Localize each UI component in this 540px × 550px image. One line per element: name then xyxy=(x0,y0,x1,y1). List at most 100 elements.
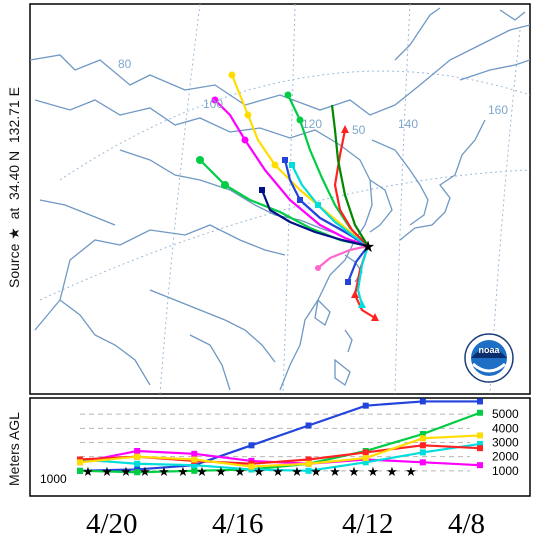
height-star-marker: ★ xyxy=(120,465,132,480)
trajectory-marker xyxy=(196,156,204,164)
trajectory-marker xyxy=(345,279,351,285)
trajectory-marker xyxy=(221,181,229,189)
height-series-line xyxy=(79,434,481,468)
height-series-point xyxy=(419,398,426,405)
date-label: 4/20 xyxy=(86,508,138,540)
height-series-line xyxy=(79,411,481,474)
trajectory-marker xyxy=(289,162,295,168)
source-star-icon: ★ xyxy=(6,227,22,240)
height-left-tick: 1000 xyxy=(40,472,67,486)
height-series-point xyxy=(362,449,369,456)
height-star-marker: ★ xyxy=(386,465,398,480)
height-ylabel: Meters AGL xyxy=(6,412,22,486)
date-label: 4/8 xyxy=(448,508,486,540)
height-star-marker: ★ xyxy=(405,465,417,480)
source-label-at: at xyxy=(6,207,22,220)
map-label: 80 xyxy=(118,57,132,71)
height-star-marker: ★ xyxy=(329,465,341,480)
height-series-point xyxy=(305,456,312,463)
trajectory-markers xyxy=(196,71,379,321)
height-series-point xyxy=(77,459,83,466)
height-series-point xyxy=(419,435,426,442)
height-star-marker: ★ xyxy=(234,465,246,480)
height-panel: ★ ★ ★ ★ ★ ★ ★ ★ ★ ★ ★ ★ ★ ★ ★ ★ ★ ★ 10002000300040005000 … xyxy=(29,397,531,497)
trajectory-marker xyxy=(358,300,366,308)
trajectory-blue xyxy=(283,159,369,247)
height-star-marker: ★ xyxy=(158,465,170,480)
map-label: 140 xyxy=(398,117,418,131)
height-series-point xyxy=(362,459,369,466)
height-series-point xyxy=(419,442,426,449)
height-series-point xyxy=(305,460,312,467)
height-star-marker: ★ xyxy=(82,465,94,480)
trajectory-marker xyxy=(296,116,304,124)
height-series-line xyxy=(79,400,480,472)
map-frame xyxy=(29,3,531,395)
height-star-marker: ★ xyxy=(139,465,151,480)
trajectory-marker xyxy=(228,71,236,79)
height-series-point xyxy=(477,432,483,439)
height-series-point xyxy=(134,448,141,454)
height-series-point xyxy=(77,467,83,474)
trajectory-marker xyxy=(297,197,303,203)
trajectory-marker xyxy=(315,202,321,208)
trajectory-darkgreen xyxy=(330,104,369,247)
trajectory-marker xyxy=(241,136,249,144)
map-label: 120 xyxy=(302,117,322,131)
height-series-point xyxy=(477,398,483,405)
height-series-point xyxy=(191,456,198,463)
trajectory-magenta xyxy=(214,99,369,248)
height-ylabel-wrap: Meters AGL xyxy=(6,400,28,492)
trajectory-red-a xyxy=(333,129,369,247)
height-series-point xyxy=(248,463,255,470)
height-series xyxy=(77,398,483,476)
trajectory-pink xyxy=(317,244,369,269)
trajectory-marker xyxy=(211,96,219,104)
trajectory-marker xyxy=(284,91,292,99)
map-label: 50 xyxy=(352,123,366,137)
height-series-point xyxy=(419,431,426,437)
height-series-point xyxy=(134,460,141,467)
noaa-logo-text: noaa xyxy=(478,345,500,355)
height-y-tick: 5000 xyxy=(492,407,519,421)
height-series-point xyxy=(419,449,426,456)
height-series-point xyxy=(477,445,483,452)
height-star-marker: ★ xyxy=(177,465,189,480)
source-latitude: 34.40 N xyxy=(6,150,22,200)
height-star-marker: ★ xyxy=(196,465,208,480)
source-longitude: 132.71 E xyxy=(6,87,22,144)
height-star-marker: ★ xyxy=(367,465,379,480)
trajectory-marker xyxy=(259,187,265,193)
map-coastlines xyxy=(30,7,530,391)
map-panel: ★ 80 100 120 50 140 160 noaa xyxy=(29,3,531,395)
height-series-point xyxy=(191,467,198,474)
date-label: 4/12 xyxy=(342,508,394,540)
height-series-point xyxy=(477,462,483,469)
map-label: 100 xyxy=(203,97,223,111)
height-series-point xyxy=(477,440,483,447)
height-y-tick: 2000 xyxy=(492,450,519,464)
height-series-point xyxy=(477,409,483,416)
height-star-marker: ★ xyxy=(215,465,227,480)
height-series-point xyxy=(362,455,369,462)
height-star-row: ★ ★ ★ ★ ★ ★ ★ ★ ★ ★ ★ ★ ★ ★ ★ ★ ★ ★ xyxy=(82,465,417,480)
trajectory-cyan-b xyxy=(356,245,370,306)
trajectory-blue-b xyxy=(346,245,369,283)
height-series-point xyxy=(305,422,312,429)
height-y-tick: 1000 xyxy=(492,464,519,478)
source-label: Source ★ at 34.40 N 132.71 E xyxy=(6,40,28,300)
date-label: 4/16 xyxy=(212,508,264,540)
trajectory-navy xyxy=(260,189,369,248)
trajectory-marker xyxy=(282,157,288,163)
height-y-tick: 4000 xyxy=(492,421,519,435)
height-series-point xyxy=(419,459,426,466)
height-star-marker: ★ xyxy=(253,465,265,480)
height-series-point xyxy=(134,469,141,476)
height-series-point xyxy=(191,450,198,457)
height-star-marker: ★ xyxy=(310,465,322,480)
height-y-tick: 3000 xyxy=(492,436,519,450)
height-series-point xyxy=(191,462,198,469)
source-label-prefix: Source xyxy=(6,243,22,288)
height-series-point xyxy=(305,467,312,474)
